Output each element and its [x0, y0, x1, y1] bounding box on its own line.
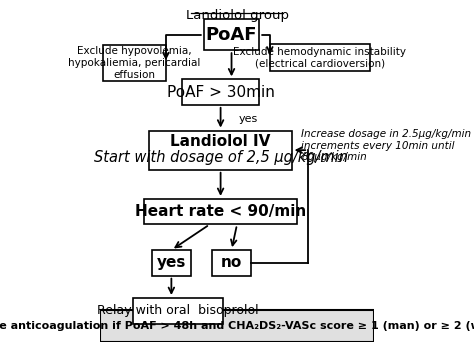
Text: PoAF > 30min: PoAF > 30min — [167, 85, 274, 99]
Text: Start with dosage of 2,5 μg/kg/min: Start with dosage of 2,5 μg/kg/min — [93, 150, 347, 165]
Text: yes: yes — [238, 114, 257, 123]
Text: Heart rate < 90/min: Heart rate < 90/min — [135, 204, 306, 219]
FancyBboxPatch shape — [149, 130, 292, 170]
FancyBboxPatch shape — [152, 250, 191, 276]
FancyBboxPatch shape — [212, 250, 251, 276]
Text: Relay with oral  bisoprolol: Relay with oral bisoprolol — [97, 304, 259, 317]
Text: no: no — [221, 256, 242, 270]
Text: Exclude hypovolemia,
hypokaliemia, pericardial
effusion: Exclude hypovolemia, hypokaliemia, peric… — [68, 46, 201, 80]
FancyBboxPatch shape — [133, 298, 223, 323]
Text: Increase dosage in 2.5μg/kg/min
increments every 10min until
80μg/kg/min: Increase dosage in 2.5μg/kg/min incremen… — [301, 129, 471, 163]
Text: Landiolol IV: Landiolol IV — [171, 134, 271, 149]
Text: Exclude hemodynamic instability
(electrical cardioversion): Exclude hemodynamic instability (electri… — [233, 47, 406, 68]
FancyBboxPatch shape — [100, 310, 374, 342]
Text: Landiolol group: Landiolol group — [185, 9, 289, 22]
Text: PoAF: PoAF — [206, 26, 257, 44]
FancyBboxPatch shape — [182, 79, 259, 105]
FancyBboxPatch shape — [204, 20, 259, 50]
Text: Curative anticoagulation if PoAF > 48h and CHA₂DS₂-VASc score ≥ 1 (man) or ≥ 2 (: Curative anticoagulation if PoAF > 48h a… — [0, 321, 474, 331]
Text: yes: yes — [157, 256, 186, 270]
FancyBboxPatch shape — [270, 44, 370, 71]
FancyBboxPatch shape — [103, 45, 166, 81]
FancyBboxPatch shape — [144, 199, 297, 224]
